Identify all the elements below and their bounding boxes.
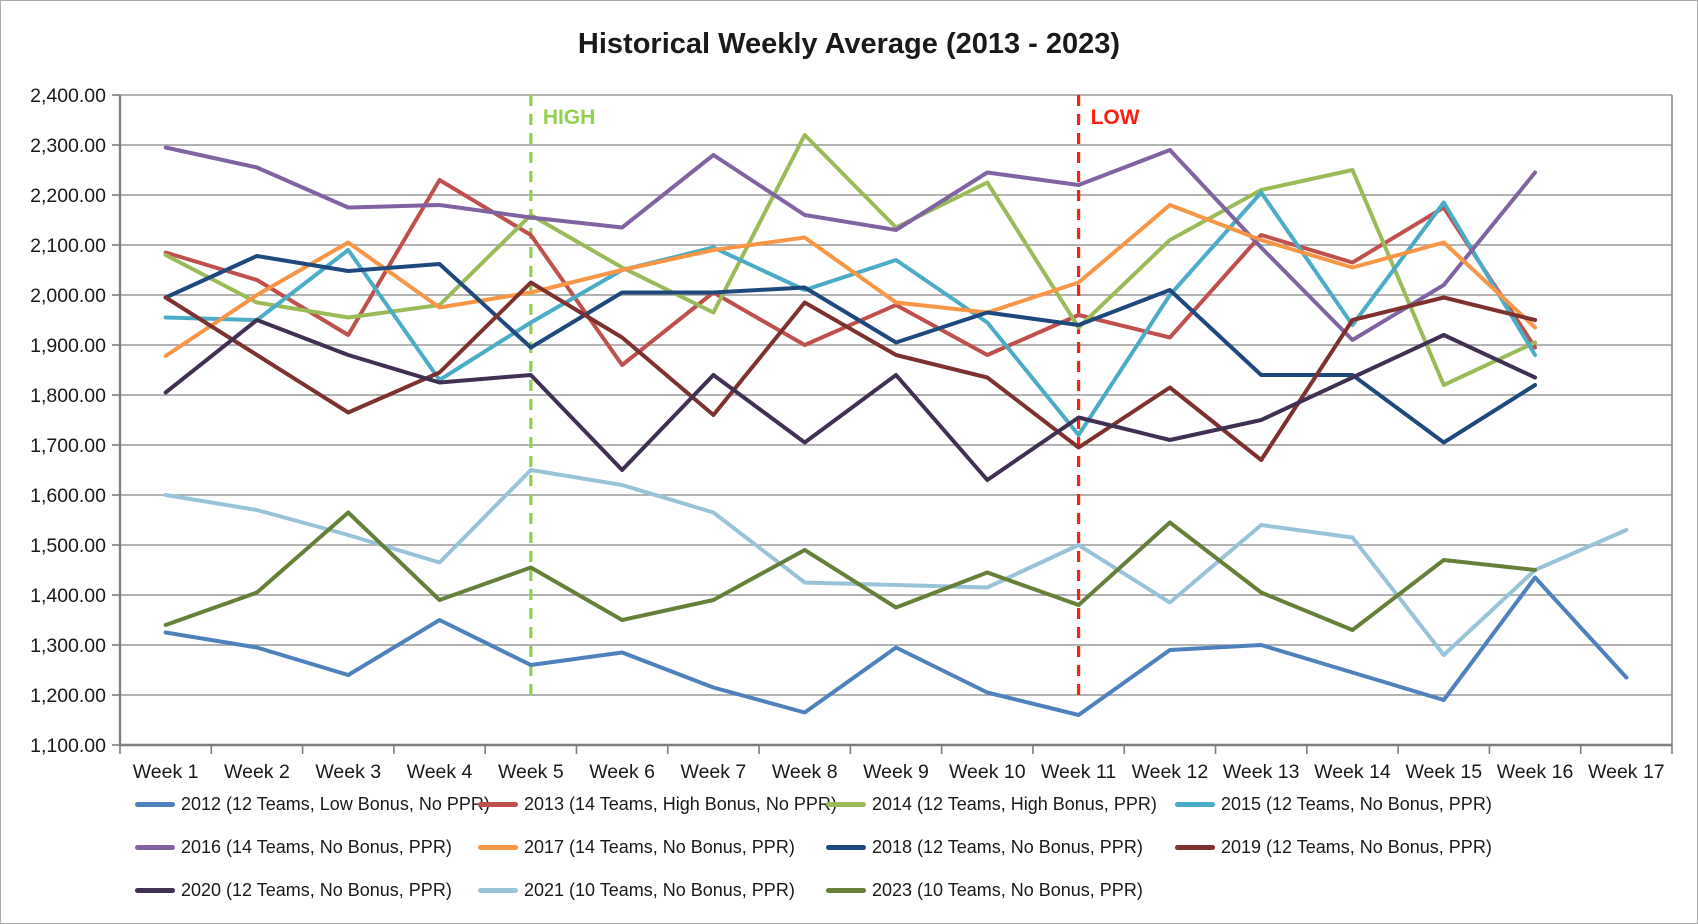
x-axis-label: Week 16 xyxy=(1497,761,1574,783)
y-axis-label: 2,000.00 xyxy=(30,285,106,307)
page-title: Historical Weekly Average (2013 - 2023) xyxy=(577,28,1121,60)
legend-swatch xyxy=(826,801,866,807)
legend-item-2021[interactable]: 2021 (10 Teams, No Bonus, PPR) xyxy=(478,878,795,902)
legend-swatch xyxy=(1175,844,1215,850)
x-axis-label: Week 7 xyxy=(681,761,747,783)
legend-label: 2021 (10 Teams, No Bonus, PPR) xyxy=(524,879,795,900)
x-axis-label: Week 5 xyxy=(498,761,564,783)
y-axis-label: 1,200.00 xyxy=(30,685,106,707)
series-line-2021[interactable] xyxy=(163,468,1629,657)
series-line-2020[interactable] xyxy=(163,318,1538,482)
legend-item-2014[interactable]: 2014 (12 Teams, High Bonus, PPR) xyxy=(826,792,1157,816)
series-line-2013[interactable] xyxy=(163,178,1538,367)
series-line-2012[interactable] xyxy=(163,575,1629,717)
legend-swatch xyxy=(478,887,518,893)
legend-label: 2018 (12 Teams, No Bonus, PPR) xyxy=(872,836,1143,857)
x-axis-label: Week 10 xyxy=(949,761,1026,783)
legend-swatch xyxy=(135,844,175,850)
series-line-2015[interactable] xyxy=(163,190,1538,437)
x-axis-label: Week 15 xyxy=(1405,761,1482,783)
x-axis-label: Week 11 xyxy=(1041,761,1116,783)
y-axis-label: 1,100.00 xyxy=(30,735,106,757)
series-line-2019[interactable] xyxy=(163,280,1538,462)
legend-swatch xyxy=(826,887,866,893)
legend-swatch xyxy=(478,801,518,807)
legend-swatch xyxy=(478,844,518,850)
legend-swatch xyxy=(1175,801,1215,807)
legend-label: 2023 (10 Teams, No Bonus, PPR) xyxy=(872,879,1143,900)
y-axis-label: 1,700.00 xyxy=(30,435,106,457)
y-axis-label: 1,600.00 xyxy=(30,485,106,507)
y-axis-label: 2,100.00 xyxy=(30,235,106,257)
series-line-2016[interactable] xyxy=(163,145,1538,342)
legend-label: 2014 (12 Teams, High Bonus, PPR) xyxy=(872,793,1157,814)
series-line-2018[interactable] xyxy=(163,254,1538,445)
legend-item-2018[interactable]: 2018 (12 Teams, No Bonus, PPR) xyxy=(826,835,1143,859)
annotation-label-high: HIGH xyxy=(543,106,596,129)
annotation-label-low: LOW xyxy=(1091,106,1140,129)
x-axis-label: Week 13 xyxy=(1223,761,1300,783)
y-axis-label: 2,300.00 xyxy=(30,135,106,157)
x-axis-label: Week 14 xyxy=(1314,761,1391,783)
legend-label: 2013 (14 Teams, High Bonus, No PPR) xyxy=(524,793,837,814)
legend-item-2012[interactable]: 2012 (12 Teams, Low Bonus, No PPR) xyxy=(135,792,490,816)
legend-label: 2016 (14 Teams, No Bonus, PPR) xyxy=(181,836,452,857)
legend-label: 2012 (12 Teams, Low Bonus, No PPR) xyxy=(181,793,490,814)
y-axis-label: 2,400.00 xyxy=(30,85,106,107)
y-axis-label: 1,400.00 xyxy=(30,585,106,607)
y-axis-label: 1,300.00 xyxy=(30,635,106,657)
legend-item-2019[interactable]: 2019 (12 Teams, No Bonus, PPR) xyxy=(1175,835,1492,859)
x-axis-label: Week 8 xyxy=(772,761,838,783)
x-axis-label: Week 17 xyxy=(1588,761,1665,783)
legend-label: 2020 (12 Teams, No Bonus, PPR) xyxy=(181,879,452,900)
legend-item-2020[interactable]: 2020 (12 Teams, No Bonus, PPR) xyxy=(135,878,452,902)
x-axis-label: Week 12 xyxy=(1132,761,1209,783)
legend-label: 2019 (12 Teams, No Bonus, PPR) xyxy=(1221,836,1492,857)
x-axis-label: Week 9 xyxy=(863,761,929,783)
y-axis-label: 1,900.00 xyxy=(30,335,106,357)
legend-swatch xyxy=(826,844,866,850)
legend-label: 2015 (12 Teams, No Bonus, PPR) xyxy=(1221,793,1492,814)
legend-item-2017[interactable]: 2017 (14 Teams, No Bonus, PPR) xyxy=(478,835,795,859)
series-line-2017[interactable] xyxy=(163,203,1538,358)
x-axis-label: Week 4 xyxy=(407,761,473,783)
x-axis-label: Week 3 xyxy=(315,761,381,783)
legend-item-2013[interactable]: 2013 (14 Teams, High Bonus, No PPR) xyxy=(478,792,837,816)
legend-swatch xyxy=(135,887,175,893)
series-line-2014[interactable] xyxy=(163,133,1538,387)
y-axis-label: 2,200.00 xyxy=(30,185,106,207)
y-axis-label: 1,800.00 xyxy=(30,385,106,407)
x-axis-label: Week 6 xyxy=(589,761,655,783)
legend-item-2015[interactable]: 2015 (12 Teams, No Bonus, PPR) xyxy=(1175,792,1492,816)
legend-item-2016[interactable]: 2016 (14 Teams, No Bonus, PPR) xyxy=(135,835,452,859)
x-axis-label: Week 2 xyxy=(224,761,290,783)
y-axis-label: 1,500.00 xyxy=(30,535,106,557)
legend-item-2023[interactable]: 2023 (10 Teams, No Bonus, PPR) xyxy=(826,878,1143,902)
legend-swatch xyxy=(135,801,175,807)
series-line-2023[interactable] xyxy=(163,510,1538,632)
legend-label: 2017 (14 Teams, No Bonus, PPR) xyxy=(524,836,795,857)
x-axis-label: Week 1 xyxy=(133,761,199,783)
